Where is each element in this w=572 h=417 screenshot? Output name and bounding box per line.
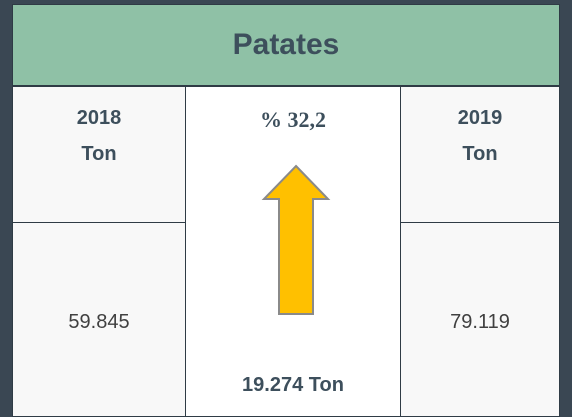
title: Patates [232,28,340,61]
right-value-cell: 79.119 [400,222,560,417]
right-unit: Ton [462,143,498,165]
header: Patates [12,4,560,86]
left-value: 59.845 [68,311,130,333]
right-value: 79.119 [450,311,510,333]
left-unit: Ton [81,143,117,165]
difference: 19.274 Ton [242,374,344,396]
up-arrow [261,164,331,315]
left-value-cell: 59.845 [12,222,186,417]
middle-cell: % 32,2 19.274 Ton [185,86,401,417]
left-head-cell: 2018 Ton [12,86,186,223]
left-year: 2018 [76,107,122,129]
arrow-shape [261,164,331,315]
right-head-cell: 2019 Ton [400,86,560,223]
right-year: 2019 [457,107,503,129]
percent-change: % 32,2 [260,107,326,132]
